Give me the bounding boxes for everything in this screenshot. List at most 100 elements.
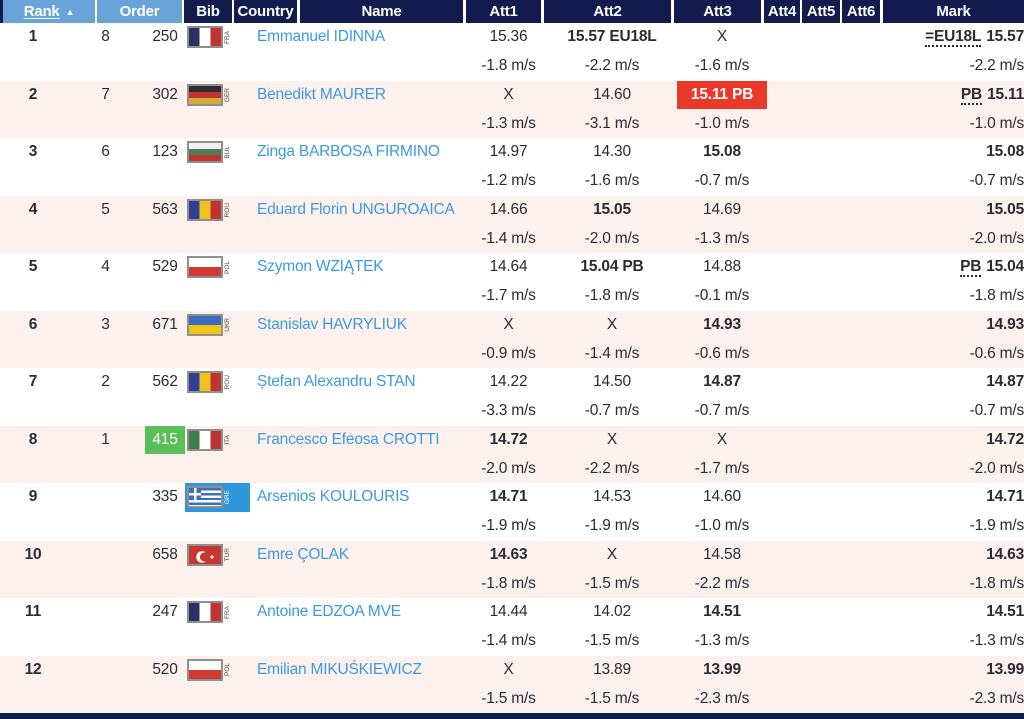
attempt1-cell: 14.64: [470, 253, 547, 282]
attempt5-cell: [806, 81, 847, 110]
attempt2-cell: 15.05: [547, 196, 677, 225]
rank-cell: 2: [28, 85, 38, 103]
athlete-name-link[interactable]: Stanislav HAVRYLIUK: [257, 315, 407, 333]
mark-wind: -2.0 m/s: [969, 459, 1024, 477]
bottom-divider-bar: [0, 713, 1024, 719]
bib-cell: 520: [145, 656, 185, 685]
attempt6-cell: [847, 196, 888, 225]
column-header-att3[interactable]: Att3: [674, 0, 761, 23]
attempt3-cell: X: [677, 426, 767, 455]
country-flag-group: GER: [185, 81, 257, 110]
attempt1-cell: X: [470, 311, 547, 340]
attempt1-wind: -3.3 m/s: [481, 402, 536, 420]
order-cell: [66, 541, 145, 570]
athlete-wind-row: -1.5 m/s -1.5 m/s -2.3 m/s -2.3 m/s: [0, 684, 1024, 713]
country-flag-icon: [187, 198, 223, 221]
attempt3-wind: -2.3 m/s: [694, 689, 750, 707]
column-header-att1[interactable]: Att1: [466, 0, 541, 23]
column-header-country[interactable]: Country: [234, 0, 297, 23]
attempt2-wind: -1.9 m/s: [584, 517, 640, 535]
country-flag-icon: [187, 428, 223, 451]
athlete-name-link[interactable]: Arsenios KOULOURIS: [257, 488, 410, 506]
order-cell: 5: [101, 200, 110, 218]
column-header-mark[interactable]: Mark: [883, 0, 1024, 23]
attempt1-wind: -0.9 m/s: [481, 344, 536, 362]
athlete-name-link[interactable]: Emre ÇOLAK: [257, 545, 349, 563]
country-flag-group: GRE: [185, 483, 250, 512]
country-flag-group: POL: [185, 656, 257, 685]
attempt2-cell: 13.89: [547, 656, 677, 685]
column-header-order[interactable]: Order: [97, 0, 182, 23]
mark-cell: =EU18L 15.57: [888, 23, 1024, 52]
athlete-wind-row: -1.4 m/s -2.0 m/s -1.3 m/s -2.0 m/s: [0, 224, 1024, 253]
attempt3-cell: 13.99: [677, 656, 767, 685]
country-code-label: FRA: [224, 605, 231, 619]
bib-cell: 671: [145, 311, 185, 340]
country-code-label: UKR: [224, 318, 231, 332]
attempt6-cell: [847, 23, 888, 52]
order-cell: 4: [101, 258, 110, 276]
attempt2-wind: -1.4 m/s: [584, 344, 640, 362]
attempt6-cell: [847, 598, 888, 627]
athlete-name-link[interactable]: Francesco Efeosa CROTTI: [257, 430, 440, 448]
athlete-wind-row: -1.3 m/s -3.1 m/s -1.0 m/s -1.0 m/s: [0, 109, 1024, 138]
order-cell: 7: [101, 85, 110, 103]
attempt2-wind: -2.0 m/s: [584, 229, 640, 247]
attempt2-wind: -1.5 m/s: [584, 689, 640, 707]
country-flag-icon: [187, 371, 223, 394]
column-header-name[interactable]: Name: [300, 0, 463, 23]
attempt1-wind: -1.8 m/s: [481, 574, 536, 592]
athlete-result-row: 7 2 562 ROU Ștefan Alexandru STAN 14.22 …: [0, 368, 1024, 397]
athlete-name-link[interactable]: Ștefan Alexandru STAN: [257, 373, 416, 391]
column-header-att6[interactable]: Att6: [842, 0, 880, 23]
athlete-name-link[interactable]: Emmanuel IDINNA: [257, 28, 385, 46]
country-code-label: POL: [224, 260, 231, 274]
column-header-rank[interactable]: Rank ▲: [3, 0, 95, 23]
athlete-name-link[interactable]: Szymon WZIĄTEK: [257, 258, 384, 276]
country-flag-group: ROU: [185, 368, 257, 397]
mark-cell: 14.93: [888, 311, 1024, 340]
column-header-bib[interactable]: Bib: [184, 0, 232, 23]
athlete-wind-row: -1.7 m/s -1.8 m/s -0.1 m/s -1.8 m/s: [0, 282, 1024, 311]
country-flag-icon: [187, 83, 223, 106]
country-flag-group: BUL: [185, 138, 257, 167]
attempt1-wind: -1.2 m/s: [481, 172, 536, 190]
attempt4-cell: [767, 196, 806, 225]
attempt2-wind: -2.2 m/s: [584, 57, 640, 75]
column-header-att2[interactable]: Att2: [544, 0, 671, 23]
attempt3-wind: -1.7 m/s: [694, 459, 750, 477]
attempt1-value: X: [503, 315, 514, 333]
attempt3-value: X: [716, 430, 728, 448]
attempt6-cell: [847, 311, 888, 340]
attempt2-cell: X: [547, 426, 677, 455]
athlete-name-link[interactable]: Antoine EDZOA MVE: [257, 603, 401, 621]
athlete-name-cell: Stanislav HAVRYLIUK: [257, 311, 470, 340]
attempt2-wind: -1.5 m/s: [584, 574, 640, 592]
athlete-name-link[interactable]: Benedikt MAURER: [257, 85, 386, 103]
athlete-name-link[interactable]: Eduard Florin UNGUROAICA: [257, 200, 455, 218]
attempt2-value: 15.04 PB: [580, 258, 644, 276]
attempt3-value: 15.11 PB: [677, 80, 767, 110]
rank-cell: 9: [28, 488, 38, 506]
mark-record-badge: PB: [960, 85, 983, 105]
country-flag-group: ITA: [185, 426, 257, 455]
attempt4-cell: [767, 368, 806, 397]
column-header-att5[interactable]: Att5: [802, 0, 840, 23]
attempt4-cell: [767, 483, 806, 512]
attempt3-wind: -0.6 m/s: [694, 344, 750, 362]
attempt5-cell: [806, 483, 847, 512]
column-header-att4[interactable]: Att4: [764, 0, 800, 23]
athlete-name-link[interactable]: Emilian MIKUŚKIEWICZ: [257, 660, 422, 678]
attempt5-cell: [806, 311, 847, 340]
attempt3-value: 14.87: [703, 373, 741, 391]
athlete-name-link[interactable]: Zinga BARBOSA FIRMINO: [257, 143, 440, 161]
bib-number: 123: [152, 143, 178, 161]
attempt4-cell: [767, 426, 806, 455]
mark-value: 14.87: [986, 373, 1024, 391]
attempt5-cell: [806, 196, 847, 225]
mark-cell: 15.05: [888, 196, 1024, 225]
attempt3-cell: 14.51: [677, 598, 767, 627]
attempt1-value: 14.44: [489, 603, 528, 621]
athlete-result-row: 4 5 563 ROU Eduard Florin UNGUROAICA 14.…: [0, 195, 1024, 225]
